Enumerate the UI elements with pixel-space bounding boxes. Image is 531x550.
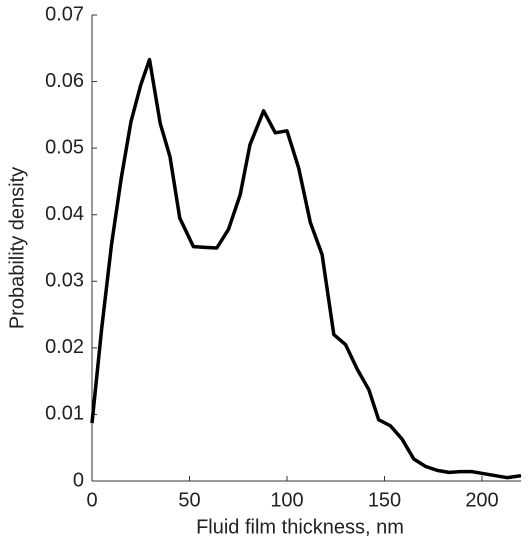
- y-tick-label: 0.07: [45, 3, 84, 25]
- x-tick-label: 100: [270, 489, 303, 511]
- y-tick-label: 0.02: [45, 336, 84, 358]
- y-tick-label: 0.03: [45, 270, 84, 292]
- y-tick-label: 0.04: [45, 203, 84, 225]
- x-tick-label: 150: [368, 489, 401, 511]
- data-line: [90, 57, 522, 480]
- y-tick-label: 0.05: [45, 136, 84, 158]
- x-tick-label: 50: [178, 489, 200, 511]
- x-tick-label: 200: [465, 489, 498, 511]
- y-axis-label: Probability density: [6, 167, 28, 329]
- x-tick-label: 0: [86, 489, 97, 511]
- y-tick-label: 0: [73, 469, 84, 491]
- x-axis-label: Fluid film thickness, nm: [196, 516, 404, 538]
- y-tick-label: 0.01: [45, 403, 84, 425]
- y-tick-label: 0.06: [45, 70, 84, 92]
